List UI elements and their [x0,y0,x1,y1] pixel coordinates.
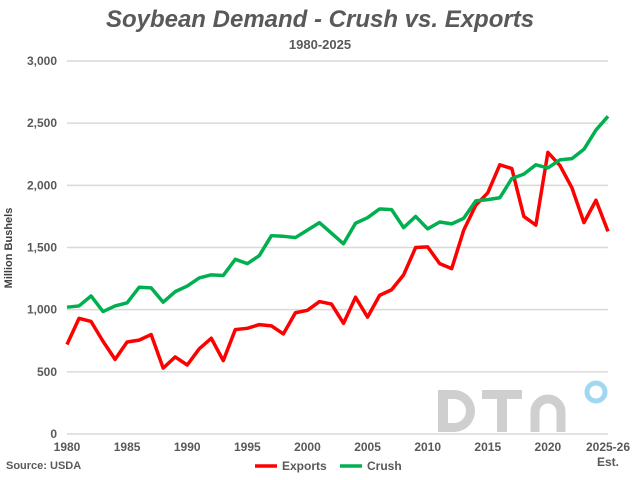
y-tick-label: 500 [37,365,57,379]
legend-label-exports: Exports [282,459,327,473]
logo-letter-t-stem [497,390,507,432]
series-line-exports [65,150,610,370]
y-tick-label: 0 [50,427,57,441]
chart-title: Soybean Demand - Crush vs. Exports [105,6,535,33]
x-tick-label: 2025-26 [586,440,630,454]
logo-letter-n [530,394,566,432]
dtn-logo [438,380,608,432]
x-tick-label: 2005 [354,440,381,454]
x-tick-label: 1980 [54,440,81,454]
series-line-crush [66,115,610,314]
x-tick-label: 2000 [294,440,321,454]
logo-circle [584,380,608,404]
y-tick-label: 1,500 [27,241,57,255]
source-note: Source: USDA [6,460,82,472]
y-tick-label: 1,000 [27,303,57,317]
x-tick-label: 2020 [535,440,562,454]
y-axis-label: Million Bushels [3,208,15,289]
y-tick-label: 2,500 [27,116,57,130]
x-tick-sublabel: Est. [597,455,619,469]
y-tick-label: 2,000 [27,178,57,192]
x-tick-label: 2015 [474,440,501,454]
chart-subtitle: 1980-2025 [288,37,352,52]
legend: Exports Crush [255,459,402,473]
x-tick-label: 1995 [234,440,261,454]
x-tick-label: 1985 [114,440,141,454]
y-tick-label: 3,000 [27,54,57,68]
x-tick-label: 2010 [414,440,441,454]
logo-letter-d [438,390,475,432]
x-tick-label: 1990 [174,440,201,454]
legend-label-crush: Crush [367,459,402,473]
